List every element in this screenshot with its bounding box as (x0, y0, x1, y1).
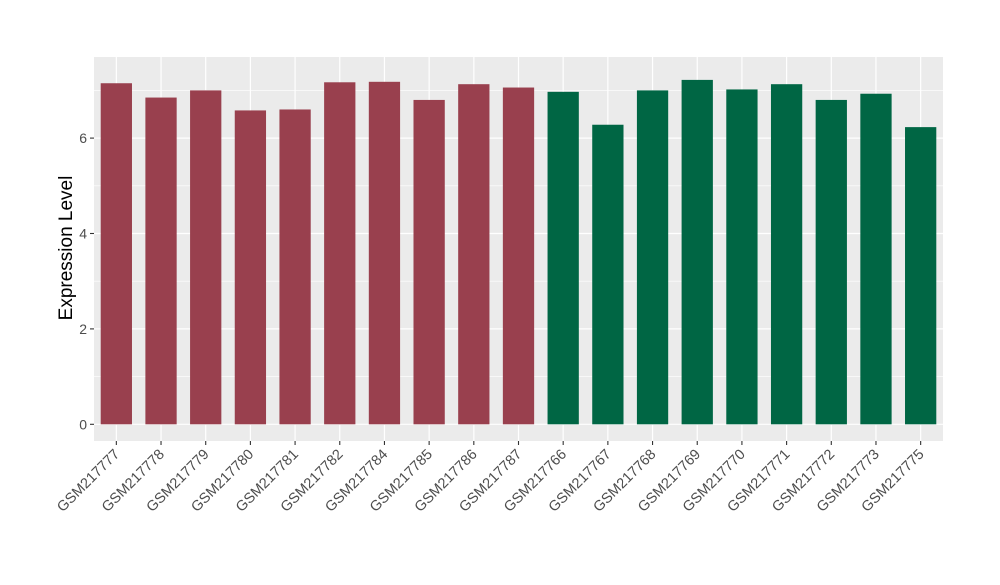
bar-gsm217766 (547, 91, 579, 425)
y-axis-title: Expression Level (56, 176, 77, 321)
y-tick-label: 0 (79, 416, 87, 432)
bar-gsm217768 (636, 90, 669, 425)
x-axis: GSM217777GSM217778GSM217779GSM217780GSM2… (54, 441, 927, 515)
bar-gsm217779 (190, 90, 222, 425)
y-tick-label: 6 (79, 130, 87, 146)
y-tick-label: 4 (79, 225, 87, 241)
bar-gsm217786 (458, 84, 490, 425)
bars (100, 79, 937, 425)
bar-gsm217784 (368, 81, 401, 425)
bar-gsm217777 (100, 83, 132, 425)
bar-gsm217773 (860, 93, 892, 425)
bar-gsm217781 (279, 109, 311, 425)
bar-gsm217785 (413, 99, 445, 425)
bar-gsm217775 (905, 127, 937, 425)
bar-gsm217778 (145, 97, 177, 425)
bar-gsm217780 (234, 110, 267, 425)
y-tick-label: 2 (79, 321, 87, 337)
bar-gsm217782 (324, 82, 356, 425)
bar-gsm217772 (815, 99, 847, 425)
bar-gsm217769 (681, 79, 713, 425)
bar-gsm217771 (770, 84, 803, 425)
bar-gsm217767 (592, 124, 624, 425)
bar-gsm217770 (726, 89, 758, 425)
bar-gsm217787 (502, 87, 535, 425)
y-axis: 0 2 4 6 (79, 130, 94, 432)
